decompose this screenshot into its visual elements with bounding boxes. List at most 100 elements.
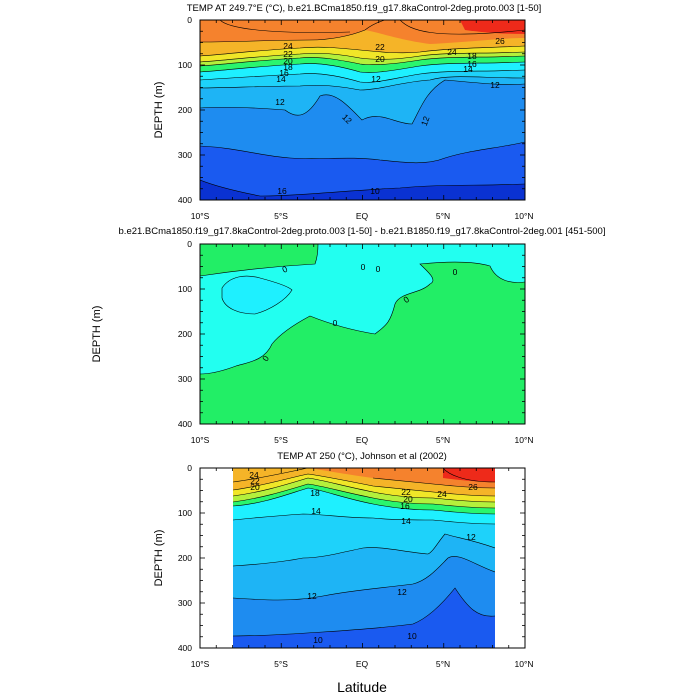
contour-label: 12 bbox=[371, 74, 381, 84]
x-tick-label: 10°S bbox=[191, 211, 210, 221]
contour-label: 10 bbox=[313, 635, 323, 645]
contour-label: 20 bbox=[375, 54, 385, 64]
contour-label: 22 bbox=[250, 476, 260, 486]
contour-label: 12 bbox=[275, 97, 285, 107]
panel-1-ticks bbox=[199, 19, 526, 201]
contour-label: 12 bbox=[307, 591, 317, 601]
panel-2-y-axis: 0 100 200 300 400 bbox=[178, 239, 192, 429]
y-tick-label: 0 bbox=[187, 463, 192, 473]
contour-label: 12 bbox=[397, 587, 407, 597]
x-tick-label: 10°S bbox=[191, 659, 210, 669]
fill-positive-anomaly bbox=[200, 244, 525, 374]
fill-red bbox=[460, 20, 525, 34]
panel-3-x-axis: 10°S 5°S EQ 5°N 10°N bbox=[191, 659, 534, 669]
panel-2-ylabel: DEPTH (m) bbox=[91, 306, 103, 363]
y-tick-label: 200 bbox=[178, 105, 192, 115]
contour-label: 16 bbox=[467, 59, 477, 69]
contour-label: 26 bbox=[495, 36, 505, 46]
contour-label: 14 bbox=[276, 74, 286, 84]
contour-label: 14 bbox=[401, 516, 411, 526]
x-tick-label: 10°N bbox=[515, 659, 534, 669]
contour-label: 0 bbox=[333, 318, 338, 328]
contour-label: 10 bbox=[407, 631, 417, 641]
panel-3-y-axis: 0 100 200 300 400 bbox=[178, 463, 192, 653]
contour-label: 16 bbox=[400, 501, 410, 511]
contour-labels: 0 0 0 0 0 0 0 bbox=[260, 262, 458, 363]
contour-label: 24 bbox=[447, 47, 457, 57]
contour-label: 24 bbox=[283, 41, 293, 51]
panel-3-plot-area: 24 22 20 18 14 14 12 12 12 10 10 26 24 2… bbox=[233, 468, 495, 648]
fill-orange bbox=[233, 468, 495, 488]
y-tick-label: 100 bbox=[178, 284, 192, 294]
contour-label: 24 bbox=[249, 470, 259, 480]
x-tick-label: 10°N bbox=[515, 211, 534, 221]
y-tick-label: 300 bbox=[178, 374, 192, 384]
panel-1-title: TEMP AT 249.7°E (°C), b.e21.BCma1850.f19… bbox=[187, 3, 542, 14]
panel-3-ticks bbox=[199, 467, 526, 649]
contour-label: 26 bbox=[468, 482, 478, 492]
contour-lines bbox=[200, 20, 525, 197]
y-tick-label: 200 bbox=[178, 553, 192, 563]
x-tick-label: 5°N bbox=[436, 659, 450, 669]
x-tick-label: 5°S bbox=[274, 659, 288, 669]
contour-label: 22 bbox=[375, 42, 385, 52]
x-tick-label: 5°N bbox=[436, 211, 450, 221]
contour-label: 24 bbox=[437, 489, 447, 499]
panel-model-temp: TEMP AT 249.7°E (°C), b.e21.BCma1850.f19… bbox=[153, 3, 541, 221]
contour-labels: 24 22 20 18 16 14 12 12 12 10 16 20 22 2… bbox=[275, 36, 505, 196]
x-tick-label: 5°N bbox=[436, 435, 450, 445]
figure-xlabel: Latitude bbox=[337, 679, 387, 695]
y-tick-label: 300 bbox=[178, 598, 192, 608]
contour-label: 22 bbox=[283, 49, 293, 59]
contour-label: 14 bbox=[463, 64, 473, 74]
contour-label: 16 bbox=[277, 186, 287, 196]
contour-label: 0 bbox=[453, 267, 458, 277]
x-tick-label: EQ bbox=[356, 435, 369, 445]
panel-2-title: b.e21.BCma1850.f19_g17.8kaControl-2deg.p… bbox=[119, 226, 606, 237]
contour-label: 0 bbox=[401, 294, 411, 305]
panel-1-ylabel: DEPTH (m) bbox=[153, 82, 165, 139]
fill-positive-anomaly-pocket bbox=[222, 276, 292, 314]
contour-label: 22 bbox=[401, 487, 411, 497]
contour-label: 0 bbox=[280, 264, 289, 275]
x-tick-label: 10°S bbox=[191, 435, 210, 445]
y-tick-label: 200 bbox=[178, 329, 192, 339]
contour-label: 20 bbox=[403, 494, 413, 504]
y-tick-label: 100 bbox=[178, 60, 192, 70]
y-tick-label: 0 bbox=[187, 15, 192, 25]
panel-2-x-axis: 10°S 5°S EQ 5°N 10°N bbox=[191, 435, 534, 445]
contour-label: 14 bbox=[311, 506, 321, 516]
contour-label: 12 bbox=[490, 80, 500, 90]
y-tick-label: 400 bbox=[178, 419, 192, 429]
contour-label: 0 bbox=[361, 262, 366, 272]
panel-3-ylabel: DEPTH (m) bbox=[153, 530, 165, 587]
contour-lines bbox=[233, 468, 495, 637]
panel-1-y-axis: 0 100 200 300 400 bbox=[178, 15, 192, 205]
contour-lines bbox=[200, 244, 525, 375]
contour-label: 20 bbox=[250, 482, 260, 492]
fill-orange bbox=[200, 20, 525, 44]
contour-label: 18 bbox=[310, 488, 320, 498]
y-tick-label: 400 bbox=[178, 643, 192, 653]
contour-label: 16 bbox=[279, 68, 289, 78]
contour-label: 12 bbox=[466, 532, 476, 542]
contour-label: 20 bbox=[283, 56, 293, 66]
y-tick-label: 0 bbox=[187, 239, 192, 249]
x-tick-label: 5°S bbox=[274, 211, 288, 221]
x-tick-label: EQ bbox=[356, 211, 369, 221]
panel-observed-temp: TEMP AT 250 (°C), Johnson et al (2002) bbox=[153, 451, 534, 669]
panel-2-plot-area: 0 0 0 0 0 0 0 bbox=[200, 244, 525, 424]
contour-label: 12 bbox=[419, 115, 432, 128]
contour-label: 18 bbox=[283, 62, 293, 72]
panel-3-title: TEMP AT 250 (°C), Johnson et al (2002) bbox=[277, 451, 447, 462]
contour-label: 10 bbox=[370, 186, 380, 196]
y-tick-label: 400 bbox=[178, 195, 192, 205]
x-tick-label: EQ bbox=[356, 659, 369, 669]
panel-1-plot-area: 24 22 20 18 16 14 12 12 12 10 16 20 22 2… bbox=[200, 20, 525, 200]
x-tick-label: 5°S bbox=[274, 435, 288, 445]
panel-anomaly: b.e21.BCma1850.f19_g17.8kaControl-2deg.p… bbox=[91, 226, 605, 445]
contour-label: 18 bbox=[467, 51, 477, 61]
panel-2-ticks bbox=[199, 243, 526, 425]
x-tick-label: 10°N bbox=[515, 435, 534, 445]
